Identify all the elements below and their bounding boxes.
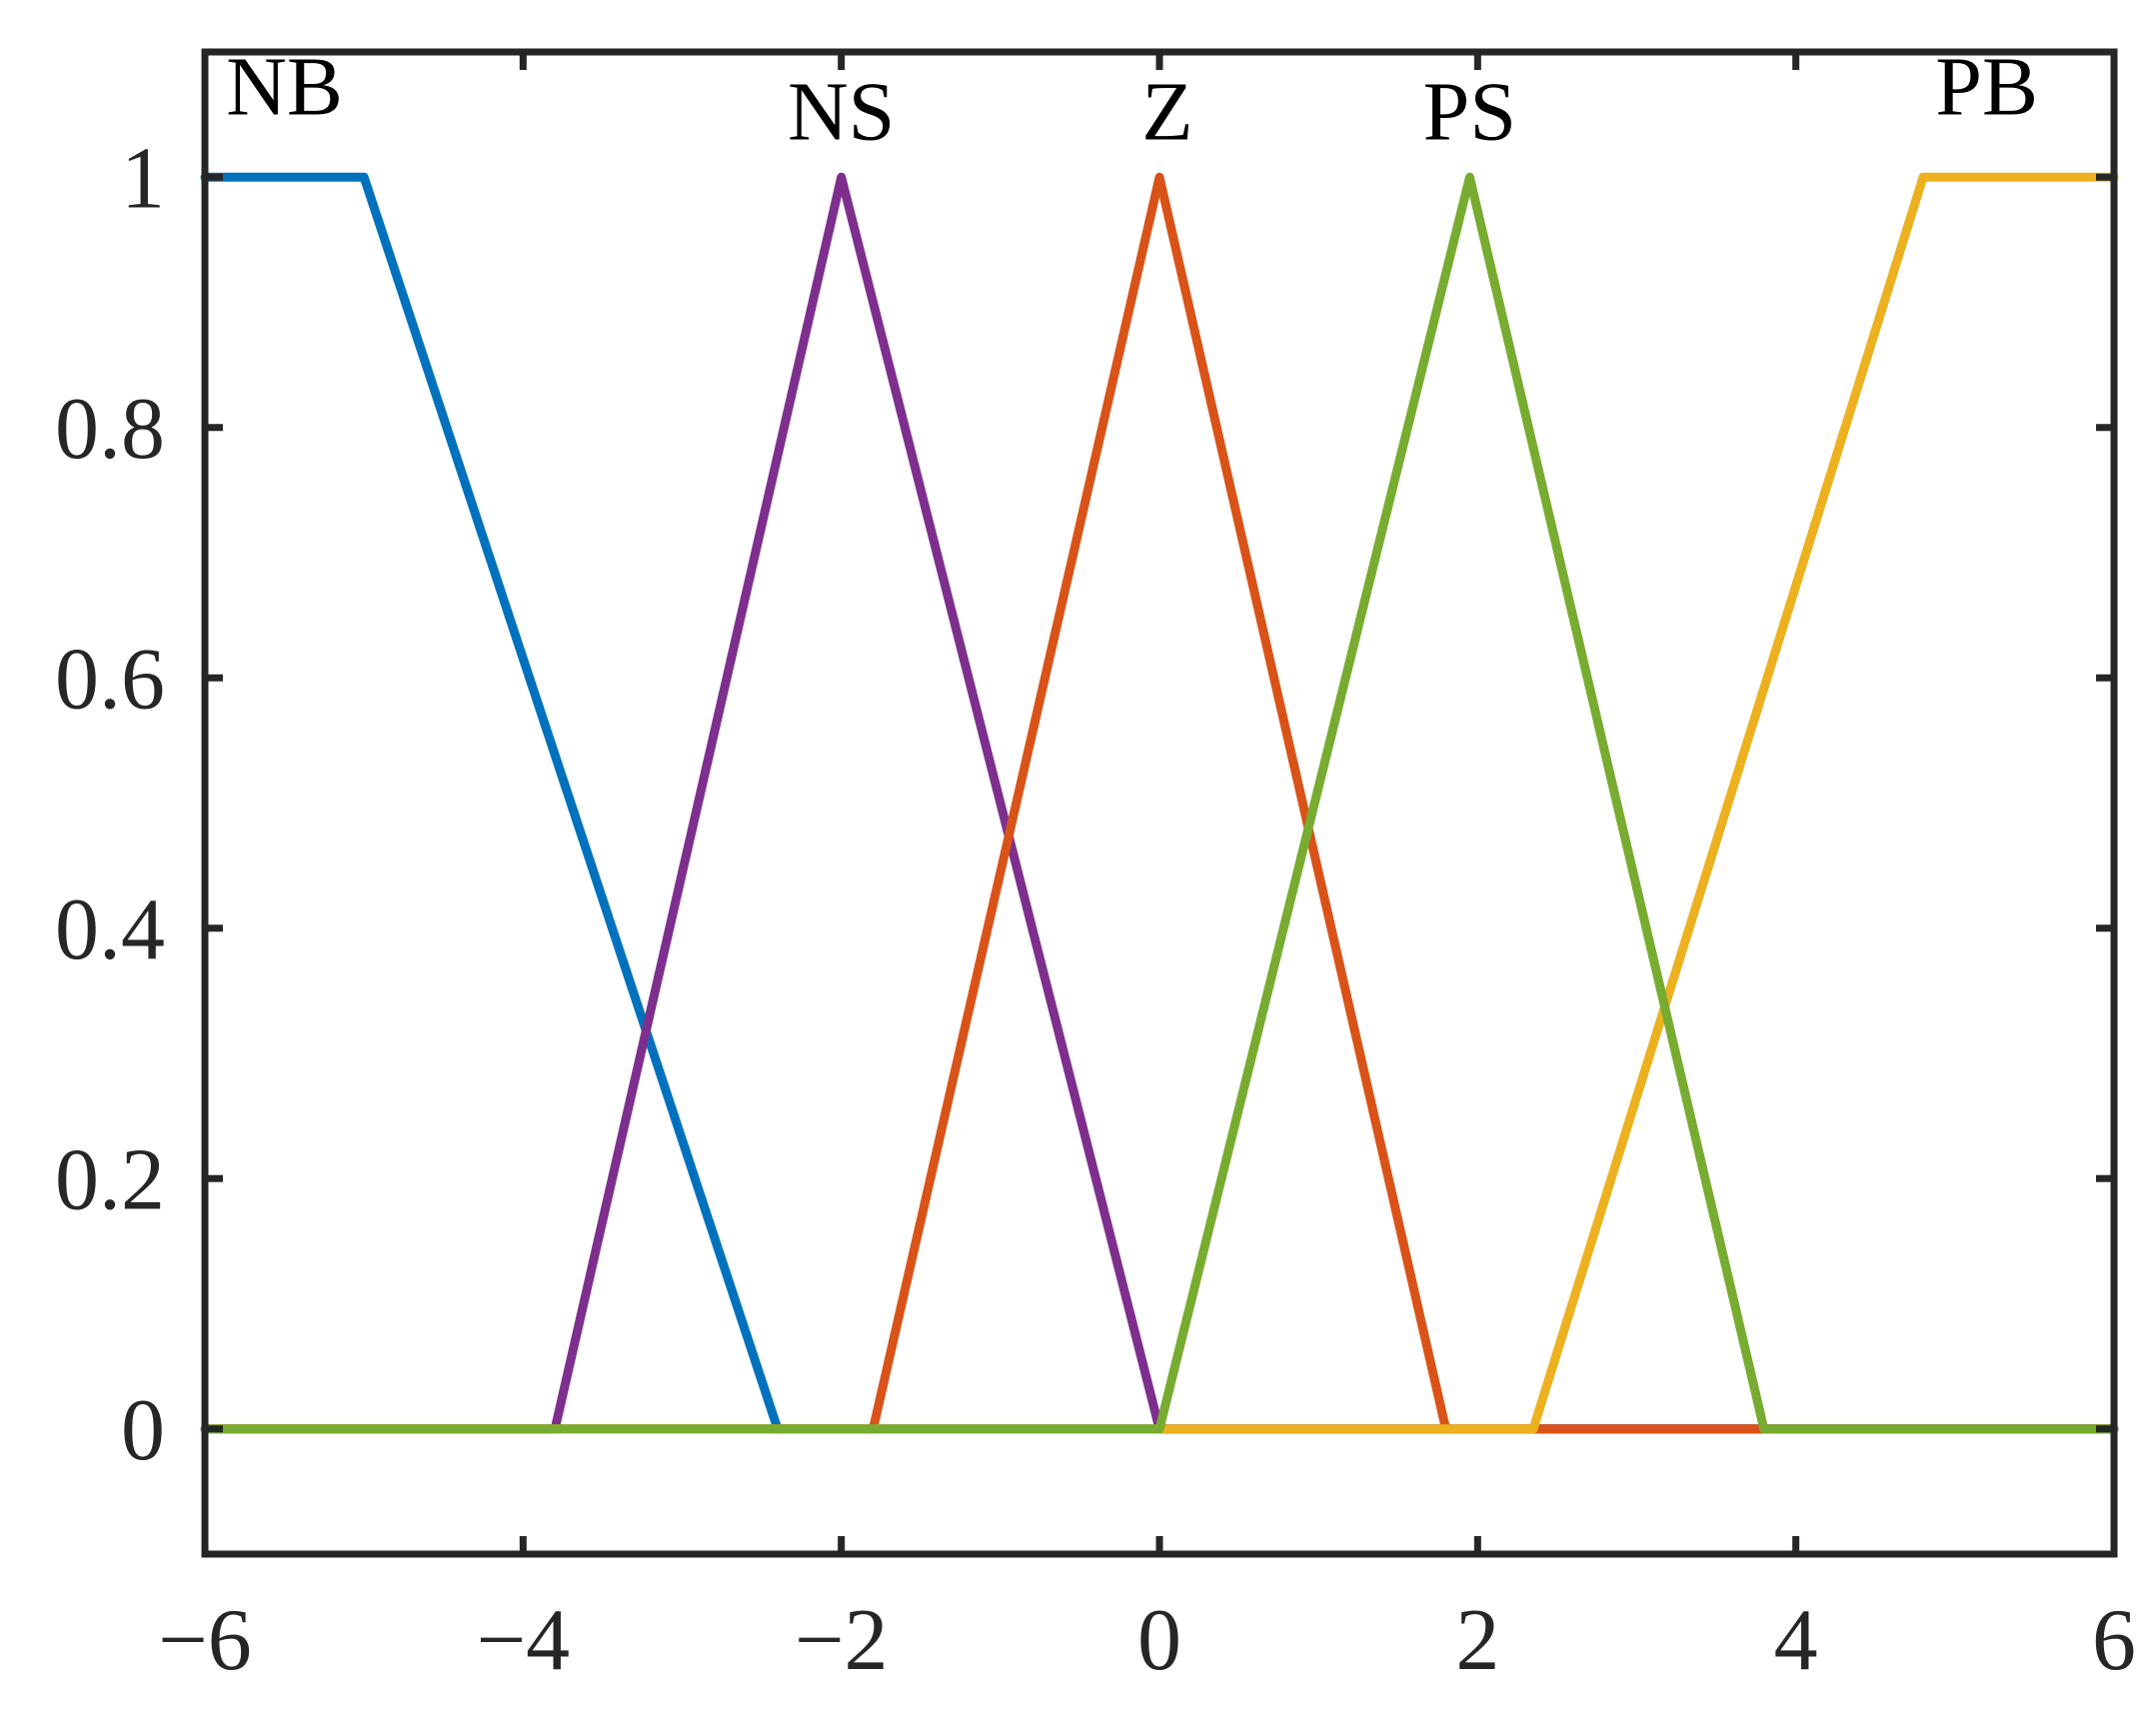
series-line-pb: [200, 172, 2119, 1434]
x-tick-label: −2: [795, 1592, 889, 1689]
x-tick-label: 0: [1137, 1592, 1181, 1689]
series-layer: [200, 172, 2119, 1434]
series-line-z: [200, 172, 2119, 1434]
y-tick-label: 0.6: [55, 631, 165, 728]
y-tick-label: 0.4: [55, 881, 165, 978]
series-label-ns: NS: [788, 66, 895, 159]
x-tick-label: 6: [2092, 1592, 2136, 1689]
labels-layer: −6 −4 −2 0 2 4 6 0 0.2 0.4 0.6 0.8 1 NB NS Z PS PB: [55, 41, 2136, 1689]
plot-frame: [201, 48, 2118, 1558]
series-label-z: Z: [1141, 66, 1192, 159]
y-tick-label: 0: [121, 1382, 165, 1479]
series-line-ps: [200, 172, 2119, 1434]
y-tick-label: 1: [121, 130, 165, 227]
axes-layer: [201, 48, 2118, 1558]
y-tick-label: 0.8: [55, 381, 165, 478]
x-tick-label: −6: [158, 1592, 252, 1689]
x-tick-label: −4: [477, 1592, 571, 1689]
series-label-pb: PB: [1935, 41, 2038, 134]
series-line-nb: [200, 172, 2119, 1434]
x-tick-label: 4: [1774, 1592, 1818, 1689]
series-line-ns: [200, 172, 2119, 1434]
y-tick-label: 0.2: [55, 1131, 165, 1228]
series-label-ps: PS: [1423, 66, 1516, 159]
series-label-nb: NB: [226, 41, 343, 134]
x-tick-label: 2: [1455, 1592, 1499, 1689]
